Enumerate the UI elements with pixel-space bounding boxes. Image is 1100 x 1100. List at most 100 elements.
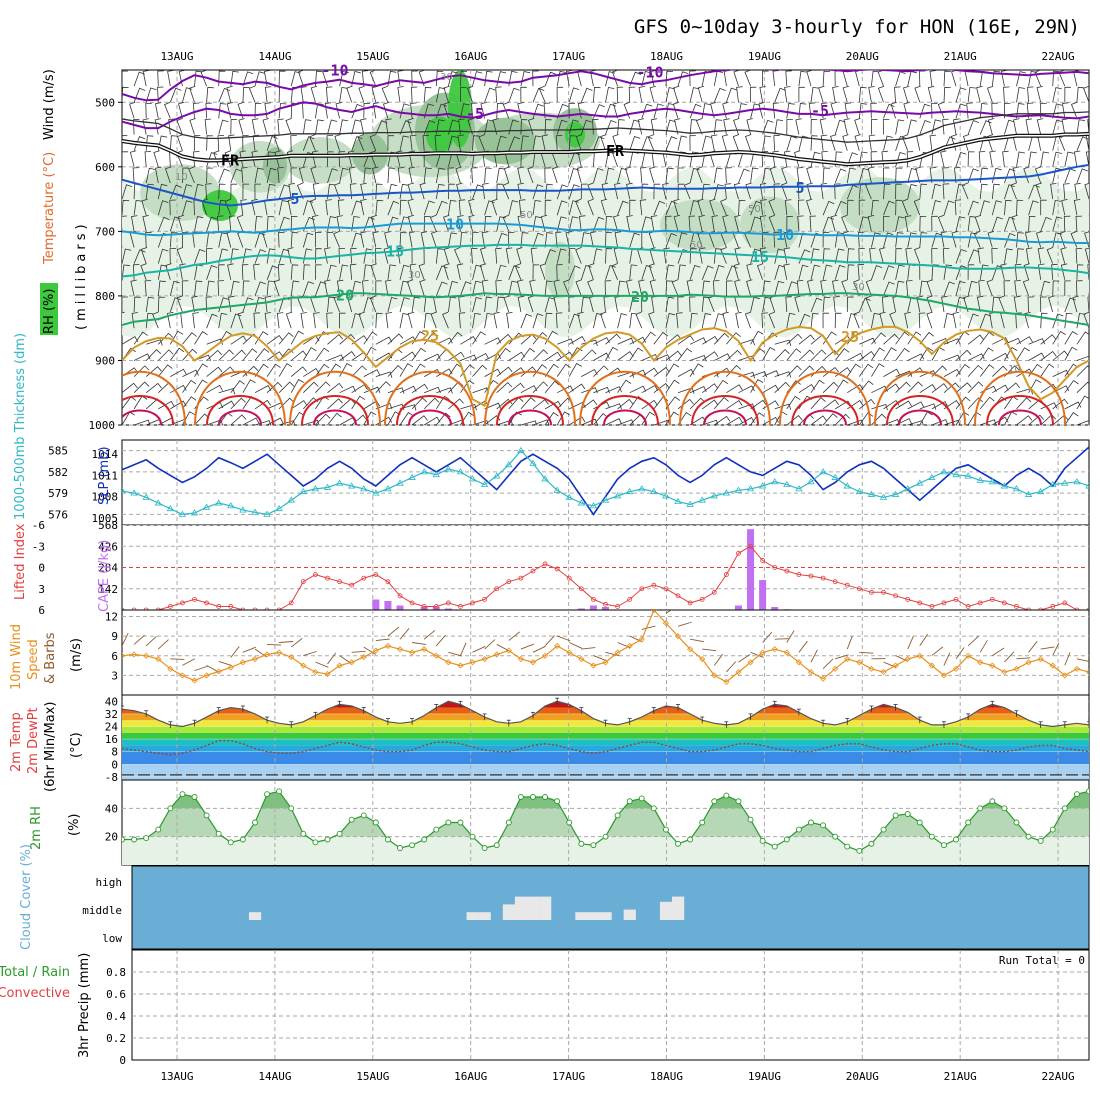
upper-wind-barb [617,379,632,393]
upper-wind-barb [943,354,961,361]
upper-axis-legend: RH (%) Temperature (°C) Wind (m/s) (mill… [40,69,89,335]
upper-wind-barb [665,119,676,135]
thickness-axis-label: 1000-500mb Thickness (dm) [13,333,28,520]
isotherm-label--5: -5 [466,105,484,123]
upper-wind-barb [629,119,640,135]
rh-point [481,845,488,851]
rh-point [795,826,802,833]
upper-wind-barb [677,368,695,377]
upper-wind-barb [1004,232,1016,248]
precip-panel: 00.20.40.60.8 Run Total = 0 3hr Precip (… [0,949,1090,1067]
upper-wind-barb [145,312,154,329]
upper-wind-barb [217,135,225,151]
bottom-date-18AUG: 18AUG [650,1070,683,1083]
upper-wind-barb [1088,83,1089,87]
upper-wind-barb [145,382,162,394]
upper-wind-barb [544,297,555,313]
upper-wind-barb [1052,350,1069,361]
thickness-point [1000,482,1009,489]
li-point [385,579,391,585]
upper-wind-barb [278,231,285,248]
rh-point [312,839,319,846]
upper-wind-barb [142,118,149,135]
wind-barb [943,652,951,666]
upper-wind-barb [266,248,276,264]
upper-wind-barb [471,167,478,184]
li-point [844,582,850,588]
upper-wind-barb [942,167,949,184]
upper-wind-barb [726,332,741,345]
upper-wind-barb [276,312,284,329]
li-point [554,566,560,572]
li-point [180,600,185,606]
top-date-22AUG: 22AUG [1042,50,1075,63]
upper-wind-barb [181,280,189,296]
upper-wind-barb [290,215,298,232]
upper-wind-barb [423,215,431,232]
thickness-point [795,485,803,492]
upper-wind-barb [926,311,933,329]
bottom-date-14AUG: 14AUG [258,1070,291,1083]
upper-wind-barb [821,102,828,119]
thickness-point [214,499,223,506]
upper-wind-barb [303,381,319,393]
upper-wind-barb [1048,295,1055,313]
upper-wind-barb [992,352,1009,361]
li-point [578,586,584,592]
upper-wind-barb [677,347,693,361]
wind-speed-point [251,655,259,663]
svg-text:2m DewPt: 2m DewPt [26,707,41,774]
upper-wind-barb [206,384,223,394]
upper-wind-barb [169,87,182,103]
upper-wind-barb [430,231,438,248]
upper-wind-barb [955,396,971,410]
upper-wind-barb [297,70,305,87]
li-point [300,579,306,585]
upper-wind-barb [230,280,240,296]
thickness-point [650,487,658,495]
upper-wind-barb [266,151,275,167]
upper-wind-barb [810,397,826,410]
rh-point [203,812,210,819]
upper-wind-barb [883,167,890,183]
upper-wind-barb [600,198,608,216]
upper-wind-barb [532,264,540,280]
precip-tick: 0.2 [106,1032,126,1045]
wind-axis-label: Wind (m/s) [42,69,57,140]
wind-speed-point [566,649,573,656]
upper-wind-barb [146,339,163,346]
upper-wind-barb [122,264,130,280]
rh-point [989,798,996,805]
upper-wind-barb [556,216,567,232]
upper-wind-barb [1004,346,1018,361]
upper-wind-barb [435,87,446,103]
upper-wind-barb [182,232,189,248]
upper-wind-barb [230,349,247,361]
wind-speed-point [650,610,657,614]
upper-wind-barb [689,103,702,119]
upper-wind-barb [726,384,743,394]
thickness-tick: 585 [48,445,68,458]
wind-barb [810,649,818,663]
upper-wind-barb [302,232,314,248]
upper-wind-barb [397,247,404,264]
upper-wind-barb [411,363,426,377]
thickness-point [1024,490,1033,497]
upper-wind-barb [230,380,245,393]
cape-tick: 568 [98,519,118,532]
upper-wind-barb [508,367,525,377]
upper-wind-barb [435,281,448,297]
upper-wind-barb [611,263,618,280]
upper-wind-barb [991,216,1003,232]
li-point [337,579,342,585]
upper-wind-barb [278,184,290,200]
svg-text:Speed: Speed [26,639,41,680]
upper-wind-barb [315,70,323,87]
thickness-point [505,461,513,468]
upper-wind-barb [302,151,314,167]
upper-wind-barb [290,264,299,280]
upper-wind-barb [508,351,526,361]
upper-wind-barb [407,198,414,216]
upper-wind-barb [701,265,714,280]
